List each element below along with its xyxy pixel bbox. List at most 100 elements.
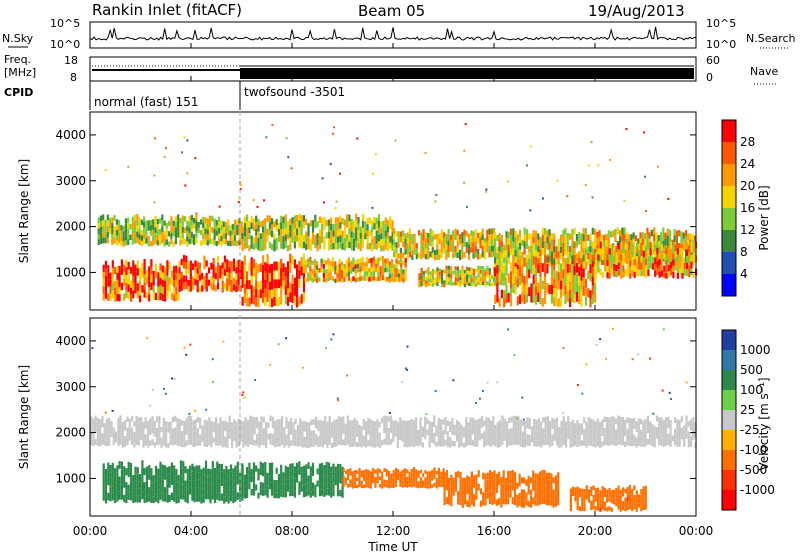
data-cell xyxy=(687,421,690,427)
data-cell xyxy=(358,441,361,447)
data-cell xyxy=(243,255,246,265)
data-cell xyxy=(280,483,283,491)
data-cell xyxy=(109,486,112,495)
data-cell xyxy=(163,241,166,247)
data-cell xyxy=(609,231,613,238)
data-cell xyxy=(250,235,253,243)
data-cell xyxy=(400,263,403,268)
data-cell xyxy=(392,480,395,485)
freq-label-2: [MHz] xyxy=(4,66,36,79)
data-cell xyxy=(541,280,544,290)
data-cell xyxy=(248,462,251,470)
data-cell xyxy=(309,271,312,276)
data-cell xyxy=(578,238,581,245)
data-cell xyxy=(420,232,423,238)
data-cell xyxy=(390,480,393,485)
data-cell xyxy=(580,423,584,429)
data-cell xyxy=(266,292,269,303)
scatter-cell xyxy=(332,126,335,129)
data-cell xyxy=(606,507,609,512)
data-cell xyxy=(353,484,357,488)
data-cell xyxy=(606,272,609,279)
data-cell xyxy=(560,420,563,427)
data-cell xyxy=(218,486,221,494)
data-cell xyxy=(501,432,504,439)
data-cell xyxy=(373,242,376,250)
data-cell xyxy=(427,267,430,271)
data-cell xyxy=(196,417,199,423)
data-cell xyxy=(179,475,183,484)
data-cell xyxy=(399,434,402,440)
data-cell xyxy=(615,271,618,278)
data-cell xyxy=(538,491,542,499)
data-cell xyxy=(117,423,120,430)
data-cell xyxy=(513,491,517,499)
data-cell xyxy=(481,277,485,282)
data-cell xyxy=(458,437,461,443)
data-cell xyxy=(486,240,489,247)
data-cell xyxy=(500,272,503,281)
data-cell xyxy=(525,293,528,303)
data-cell xyxy=(406,237,409,244)
data-cell xyxy=(599,503,602,508)
data-cell xyxy=(459,485,462,492)
data-cell xyxy=(203,425,206,431)
data-cell xyxy=(642,500,645,506)
data-cell xyxy=(323,471,326,478)
scatter-cell xyxy=(507,328,510,331)
data-cell xyxy=(278,435,281,442)
data-cell xyxy=(275,288,278,298)
data-cell xyxy=(554,494,558,501)
data-cell xyxy=(386,276,389,282)
data-cell xyxy=(490,425,493,431)
data-cell xyxy=(144,434,147,440)
data-cell xyxy=(557,298,560,307)
data-cell xyxy=(449,246,452,252)
data-cell xyxy=(541,234,544,242)
data-cell xyxy=(653,241,656,248)
data-cell xyxy=(545,485,548,493)
data-cell xyxy=(377,214,380,221)
data-cell xyxy=(147,236,150,242)
data-cell xyxy=(246,420,249,426)
data-cell xyxy=(139,488,142,496)
data-cell xyxy=(311,226,315,233)
data-cell xyxy=(646,427,649,434)
data-cell xyxy=(448,484,451,492)
data-cell xyxy=(233,240,237,246)
data-cell xyxy=(694,235,697,243)
data-cell xyxy=(352,267,355,272)
data-cell xyxy=(99,215,102,222)
data-cell xyxy=(537,429,540,435)
data-cell xyxy=(280,477,283,484)
scatter-cell xyxy=(239,188,242,191)
scatter-cell xyxy=(165,147,167,150)
data-cell xyxy=(670,241,673,249)
data-cell xyxy=(391,226,394,233)
data-cell xyxy=(139,295,142,303)
data-cell xyxy=(206,218,209,224)
scatter-cell xyxy=(482,390,484,392)
data-cell xyxy=(622,246,625,253)
data-cell xyxy=(381,471,384,475)
data-cell xyxy=(397,273,400,278)
data-cell xyxy=(534,486,537,493)
data-cell xyxy=(675,237,678,244)
data-cell xyxy=(425,269,428,274)
scatter-cell xyxy=(184,184,187,187)
data-cell xyxy=(286,233,290,240)
data-cell xyxy=(126,433,129,440)
data-cell xyxy=(614,228,617,236)
data-cell xyxy=(454,251,457,258)
data-cell xyxy=(302,478,306,485)
data-cell xyxy=(382,232,385,239)
data-cell xyxy=(264,468,267,476)
data-cell xyxy=(104,225,107,232)
data-cell xyxy=(428,420,431,427)
data-cell xyxy=(293,466,296,473)
colorbar-tick-label: 4 xyxy=(740,267,748,281)
data-cell xyxy=(538,478,542,485)
data-cell xyxy=(536,499,539,506)
data-cell xyxy=(529,495,533,502)
data-cell xyxy=(536,486,539,493)
